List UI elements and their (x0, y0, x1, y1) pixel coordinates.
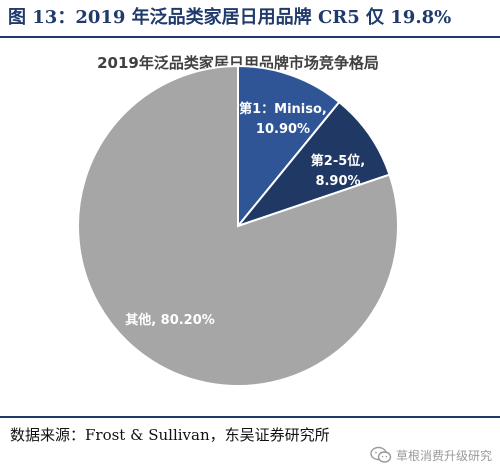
watermark-text: 草根消费升级研究 (395, 448, 492, 463)
chart-area: 2019年泛品类家居日用品牌市场竞争格局 第1：Miniso, 10.90% 第2-… (0, 38, 500, 410)
slice-label-2-line1: 第2-5位, (311, 153, 365, 169)
pie-slice-1 (237, 64, 341, 229)
watermark: 草根消费升级研究 (370, 442, 492, 468)
slice-label-1-line2: 10.90% (256, 122, 310, 137)
source-note: 数据来源：Frost & Sullivan，东吴证券研究所 (10, 426, 330, 444)
slice-label-1: 第1：Miniso, 10.90% (239, 101, 327, 137)
footer-divider (0, 416, 500, 418)
pie-chart: 2019年泛品类家居日用品牌市场竞争格局 第1：Miniso, 10.90% 第2-… (77, 54, 399, 387)
slice-label-1-line1: 第1：Miniso, (239, 101, 327, 117)
pie-slices (77, 64, 399, 387)
header-divider (0, 36, 500, 38)
pie-labels: 第1：Miniso, 10.90% 第2-5位, 8.90% 其他, 80.20% (125, 101, 365, 328)
chart-title: 2019年泛品类家居日用品牌市场竞争格局 (97, 54, 379, 72)
pie-slice-2 (235, 100, 391, 229)
slice-label-3: 其他, 80.20% (125, 312, 215, 328)
figure-title: 图 13：2019 年泛品类家居日用品牌 CR5 仅 19.8% (8, 7, 452, 28)
wechat-icon (370, 446, 392, 463)
pie-slice-3 (77, 64, 399, 387)
slice-label-3-line1: 其他, 80.20% (125, 312, 215, 328)
slice-label-2: 第2-5位, 8.90% (311, 153, 365, 189)
slice-label-2-line2: 8.90% (315, 174, 360, 189)
